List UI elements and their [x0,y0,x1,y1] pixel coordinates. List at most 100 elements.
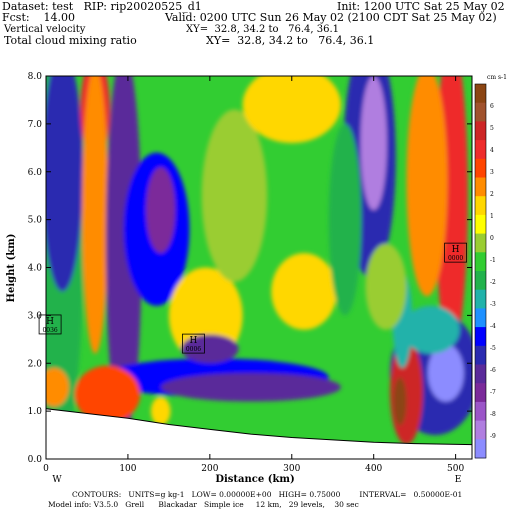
x-axis-label: Distance (km) [215,474,294,485]
velocity-cell-27 [365,243,407,330]
velocity-cell-16 [150,396,171,426]
velocity-cell-18 [360,76,387,211]
model-info: Model info: V3.5.0 Grell Blackadar Simpl… [48,500,359,509]
colorbar-swatch [475,102,486,122]
colorbar-label: -1 [490,257,496,264]
colorbar-swatch [475,177,486,197]
x-tick-label: 200 [201,464,218,474]
field-name-1: Vertical velocity [4,24,86,35]
colorbar-label: 5 [490,125,494,132]
x-axis: 0 100 200 300 400 500 [43,76,464,474]
velocity-cell-10 [242,76,341,144]
y-tick-label: 4.0 [28,264,43,274]
extremum-box [182,333,205,354]
y-axis: 0.0 1.0 2.0 3.0 4.0 5.0 6.0 7.0 8.0 [28,72,472,465]
colorbar-label: -5 [490,345,496,352]
velocity-cell-1 [46,76,83,292]
y-tick-label: 7.0 [28,120,43,130]
velocity-cell-19 [328,123,362,316]
contour-info: CONTOURS: UNITS=g kg-1 LOW= 0.00000E+00 … [72,490,463,499]
x-tick-label: 300 [283,464,300,474]
colorbar-label: 4 [490,147,494,154]
colorbar-swatch [475,401,486,422]
terrain-profile [45,408,473,460]
velocity-cell-12 [181,334,239,364]
velocity-cell-25 [393,377,407,426]
colorbar-swatch [475,439,486,459]
colorbar-swatch [475,140,486,160]
x-tick-label: 500 [447,464,464,474]
colorbar-swatch [475,420,486,440]
colorbar-label: 0 [490,235,494,242]
velocity-cell-21 [406,76,448,297]
x-tick-label: 0 [43,464,49,474]
colorbar-units: cm s-1 [487,74,507,81]
extremum-label: H [190,336,198,346]
colorbar-swatch [475,121,486,141]
y-tick-label: 0.0 [28,455,43,465]
colorbar-swatch [475,308,486,328]
extremum-value: 0006 [186,346,201,353]
velocity-cell-15 [46,368,69,407]
extremum-label: H [46,317,54,327]
colorbar-label: -4 [490,323,496,330]
valid-time: Valid: 0200 UTC Sun 26 May 02 (2100 CDT … [165,11,497,24]
extremum-value: 0000 [448,255,463,262]
y-tick-label: 6.0 [28,168,43,178]
velocity-cell-9 [271,253,337,330]
colorbar-label: 6 [490,103,494,110]
dataset-label: Dataset: test RIP: rip20020525_d1 [2,0,202,13]
velocity-cell-8 [201,109,268,282]
colorbar-label: -6 [490,367,496,374]
header: Dataset: test RIP: rip20020525_d1 Init: … [0,0,512,50]
velocity-cell-3 [82,76,109,354]
colorbar-swatch [475,289,486,309]
y-axis-label: Height (km) [6,234,17,303]
section-coords-1: XY= 32.8, 34.2 to 76.4, 36.1 [186,24,339,35]
x-tick-label: 400 [365,464,382,474]
colorbar-swatch [475,214,486,235]
velocity-field [46,76,472,459]
colorbar-label: -8 [490,411,496,418]
y-tick-label: 3.0 [28,311,43,321]
colorbar-swatch [475,84,486,104]
colorbar-swatch [475,233,486,253]
y-tick-label: 1.0 [28,407,43,417]
colorbar-swatch [475,196,486,216]
colorbar-swatch [475,345,486,365]
init-time: Init: 1200 UTC Sat 25 May 02 [337,0,505,13]
y-tick-label: 5.0 [28,216,43,226]
colorbar-label: -3 [490,301,496,308]
extremum-box [444,242,468,263]
colorbar-label: -7 [490,389,496,396]
colorbar-swatch [475,383,486,403]
colorbar-swatch [475,158,486,178]
extremum-box [38,314,62,335]
colorbar-swatch [475,364,486,384]
west-endpoint-label: W [52,475,62,485]
velocity-cell-23 [427,344,464,402]
colorbar-swatch [475,271,486,291]
east-endpoint-label: E [455,475,462,485]
x-tick-label: 100 [119,464,136,474]
velocity-cell-28 [402,305,460,354]
colorbar-label: -2 [490,279,496,286]
colorbar-swatch [475,252,486,272]
forecast-hour: Fcst: 14.00 [2,11,76,24]
colorbar-label: 3 [490,169,494,176]
colorbar: cm s-1 6 5 4 3 2 1 0 -1 -2 -3 -4 -5 -6 -7 -8 -9 [474,74,507,459]
extremum-label: H [452,245,460,255]
field-name-2: Total cloud mixing ratio [4,34,137,47]
section-coords-2: XY= 32.8, 34.2 to 76.4, 36.1 [206,34,375,47]
y-tick-label: 2.0 [28,359,43,369]
velocity-cell-4 [105,76,142,436]
extremum-value: 0036 [42,327,57,334]
velocity-cell-13 [160,372,341,402]
velocity-cell-6 [145,166,176,254]
colorbar-label: 2 [490,191,494,198]
y-tick-label: 8.0 [28,72,43,82]
colorbar-swatch [475,327,486,347]
velocity-cell-14 [74,365,141,424]
